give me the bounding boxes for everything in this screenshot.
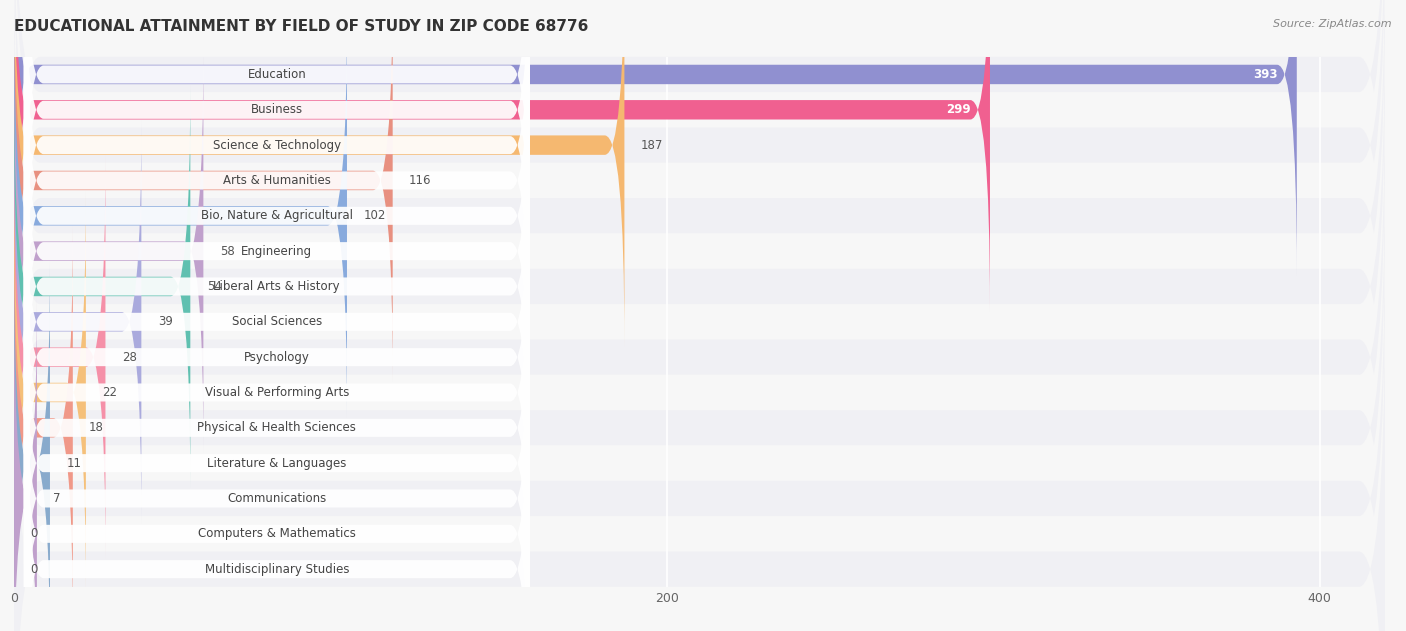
Text: 116: 116: [409, 174, 432, 187]
FancyBboxPatch shape: [24, 0, 530, 348]
FancyBboxPatch shape: [14, 13, 347, 418]
FancyBboxPatch shape: [14, 225, 73, 630]
Text: 58: 58: [219, 245, 235, 257]
Text: Psychology: Psychology: [243, 351, 309, 363]
Text: Physical & Health Sciences: Physical & Health Sciences: [197, 422, 356, 434]
Text: 28: 28: [122, 351, 136, 363]
FancyBboxPatch shape: [14, 0, 990, 312]
Text: Science & Technology: Science & Technology: [212, 139, 340, 151]
FancyBboxPatch shape: [14, 119, 142, 524]
FancyBboxPatch shape: [14, 198, 1385, 631]
FancyBboxPatch shape: [14, 0, 1385, 445]
Text: Business: Business: [250, 103, 302, 116]
FancyBboxPatch shape: [14, 127, 1385, 631]
FancyBboxPatch shape: [24, 154, 530, 560]
FancyBboxPatch shape: [14, 0, 392, 383]
Text: Source: ZipAtlas.com: Source: ZipAtlas.com: [1274, 19, 1392, 29]
Text: 0: 0: [31, 563, 38, 575]
FancyBboxPatch shape: [14, 0, 1385, 375]
FancyBboxPatch shape: [14, 190, 86, 595]
FancyBboxPatch shape: [14, 57, 1385, 587]
FancyBboxPatch shape: [14, 21, 1385, 551]
FancyBboxPatch shape: [14, 261, 51, 631]
FancyBboxPatch shape: [14, 49, 204, 454]
Text: Visual & Performing Arts: Visual & Performing Arts: [205, 386, 349, 399]
FancyBboxPatch shape: [14, 233, 1385, 631]
FancyBboxPatch shape: [24, 295, 530, 631]
FancyBboxPatch shape: [14, 269, 1385, 631]
FancyBboxPatch shape: [14, 92, 1385, 622]
FancyBboxPatch shape: [14, 0, 1385, 481]
Text: 11: 11: [66, 457, 82, 469]
FancyBboxPatch shape: [14, 0, 1385, 339]
FancyBboxPatch shape: [14, 0, 1385, 410]
Text: Arts & Humanities: Arts & Humanities: [224, 174, 330, 187]
FancyBboxPatch shape: [24, 0, 530, 384]
FancyBboxPatch shape: [24, 225, 530, 631]
FancyBboxPatch shape: [24, 331, 530, 631]
FancyBboxPatch shape: [14, 0, 1296, 277]
Text: 22: 22: [103, 386, 117, 399]
Text: EDUCATIONAL ATTAINMENT BY FIELD OF STUDY IN ZIP CODE 68776: EDUCATIONAL ATTAINMENT BY FIELD OF STUDY…: [14, 19, 589, 34]
Text: 0: 0: [31, 528, 38, 540]
Text: 39: 39: [157, 316, 173, 328]
FancyBboxPatch shape: [24, 48, 530, 454]
Text: Communications: Communications: [228, 492, 326, 505]
Text: 54: 54: [207, 280, 222, 293]
Text: Computers & Mathematics: Computers & Mathematics: [198, 528, 356, 540]
Text: 7: 7: [53, 492, 60, 505]
Text: Social Sciences: Social Sciences: [232, 316, 322, 328]
Text: Liberal Arts & History: Liberal Arts & History: [214, 280, 340, 293]
FancyBboxPatch shape: [14, 296, 37, 631]
Text: Multidisciplinary Studies: Multidisciplinary Studies: [204, 563, 349, 575]
Text: 393: 393: [1253, 68, 1277, 81]
Text: Literature & Languages: Literature & Languages: [207, 457, 346, 469]
Text: Engineering: Engineering: [242, 245, 312, 257]
FancyBboxPatch shape: [24, 119, 530, 525]
FancyBboxPatch shape: [24, 260, 530, 631]
Text: 187: 187: [641, 139, 664, 151]
Text: 299: 299: [946, 103, 970, 116]
FancyBboxPatch shape: [14, 163, 1385, 631]
Text: 18: 18: [89, 422, 104, 434]
Text: 102: 102: [363, 209, 385, 222]
Text: Bio, Nature & Agricultural: Bio, Nature & Agricultural: [201, 209, 353, 222]
FancyBboxPatch shape: [24, 366, 530, 631]
FancyBboxPatch shape: [24, 0, 530, 313]
FancyBboxPatch shape: [14, 0, 1385, 516]
FancyBboxPatch shape: [14, 155, 105, 560]
Text: Education: Education: [247, 68, 307, 81]
FancyBboxPatch shape: [24, 83, 530, 490]
FancyBboxPatch shape: [14, 84, 190, 489]
FancyBboxPatch shape: [14, 0, 624, 348]
FancyBboxPatch shape: [14, 304, 1385, 631]
FancyBboxPatch shape: [24, 13, 530, 419]
FancyBboxPatch shape: [24, 0, 530, 278]
FancyBboxPatch shape: [24, 189, 530, 596]
